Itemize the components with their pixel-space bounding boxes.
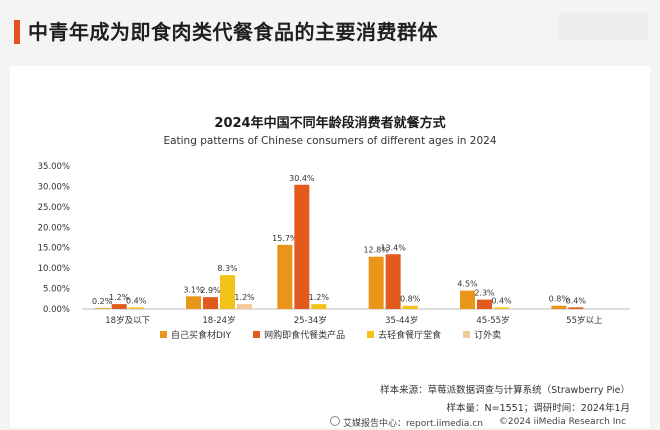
page-title: 中青年成为即食肉类代餐食品的主要消费群体 <box>28 20 438 44</box>
legend-label: 自己买食材DIY <box>171 331 232 341</box>
y-tick-label: 30.00% <box>38 182 70 192</box>
bar <box>220 275 235 309</box>
chart-subtitle: Eating patterns of Chinese consumers of … <box>163 135 497 147</box>
bar <box>311 304 327 309</box>
footer: 艾媒报告中心：report.iimedia.cn ©2024 iiMedia R… <box>330 415 650 429</box>
x-tick-label: 25-34岁 <box>294 315 327 326</box>
y-tick-label: 5.00% <box>43 285 70 295</box>
legend-label: 网购即食代餐类产品 <box>264 331 346 341</box>
chart-card: 2024年中国不同年龄段消费者就餐方式 Eating patterns of C… <box>10 66 650 429</box>
data-label: 0.8% <box>400 295 421 304</box>
bar <box>402 305 418 309</box>
footer-copyright: ©2024 iiMedia Research Inc <box>498 417 627 427</box>
legend-item-diy: 自己买食材DIY <box>160 328 231 341</box>
x-tick-label: 35-44岁 <box>385 315 418 326</box>
chart-legend: 自己买食材DIY 网购即食代餐类产品 去轻食餐厅堂食 订外卖 <box>160 328 580 341</box>
data-label: 4.5% <box>457 280 478 289</box>
bar <box>186 296 201 309</box>
y-tick-label: 10.00% <box>38 264 70 274</box>
legend-item-restaurant: 去轻食餐厅堂食 <box>367 328 441 341</box>
bar <box>494 307 509 309</box>
bar <box>294 184 310 309</box>
x-tick-label: 18-24岁 <box>202 315 235 326</box>
legend-label: 去轻食餐厅堂食 <box>378 331 442 341</box>
x-tick-label: 18岁及以下 <box>105 315 150 326</box>
data-label: 1.2% <box>309 293 330 302</box>
data-label: 8.3% <box>217 264 238 273</box>
bar <box>477 299 492 309</box>
legend-swatch <box>463 331 471 338</box>
iimedia-icon <box>330 415 340 426</box>
legend-swatch <box>367 331 375 338</box>
legend-label: 订外卖 <box>474 331 502 341</box>
bar <box>277 244 293 309</box>
bar-chart: 0.00% 5.00% 10.00% 15.00% 20.00% 25.00% 30.00%… <box>38 162 630 326</box>
data-label: 0.8% <box>549 295 570 304</box>
data-label: 15.7% <box>272 234 298 243</box>
legend-swatch <box>160 331 167 338</box>
bar <box>368 256 384 309</box>
bar <box>551 305 567 309</box>
data-label: 0.2% <box>92 297 113 306</box>
legend-item-takeout: 订外卖 <box>463 328 501 341</box>
y-tick-label: 25.00% <box>38 203 70 213</box>
data-label: 0.4% <box>491 296 512 305</box>
y-tick-label: 15.00% <box>38 244 70 254</box>
bar <box>128 307 144 309</box>
bar <box>460 290 475 309</box>
bar <box>203 297 218 309</box>
bar <box>111 304 127 309</box>
footer-site-text: 艾媒报告中心：report.iimedia.cn <box>343 418 483 429</box>
header: 中青年成为即食肉类代餐食品的主要消费群体 <box>0 0 660 62</box>
y-tick-label: 35.00% <box>38 162 70 172</box>
x-tick-label: 45-55岁 <box>476 315 509 326</box>
bar <box>237 304 252 309</box>
legend-item-online: 网购即食代餐类产品 <box>253 328 345 341</box>
legend-swatch <box>253 331 261 338</box>
brand-logo <box>558 12 648 40</box>
data-label: 3.1% <box>183 285 204 294</box>
data-label: 2.3% <box>474 289 495 298</box>
bar <box>94 308 110 309</box>
x-tick-label: 55岁以上 <box>566 315 603 326</box>
source-sample: 样本来源：草莓派数据调查与计算系统（Strawberry Pie） <box>380 385 630 396</box>
data-label: 0.4% <box>566 296 587 305</box>
footer-site: 艾媒报告中心：report.iimedia.cn <box>330 415 483 429</box>
data-label: 1.2% <box>109 293 130 302</box>
data-label: 2.9% <box>200 286 221 295</box>
data-label: 0.4% <box>126 296 147 305</box>
chart-title: 2024年中国不同年龄段消费者就餐方式 <box>214 116 446 131</box>
data-label: 30.4% <box>289 174 315 183</box>
source-size: 样本量：N=1551；调研时间：2024年1月 <box>446 403 630 414</box>
title-accent-bar <box>14 20 20 44</box>
data-label: 13.4% <box>380 243 406 252</box>
bar <box>568 307 584 309</box>
data-label: 1.2% <box>234 293 255 302</box>
y-tick-label: 20.00% <box>38 223 70 233</box>
data-label: 12.8% <box>363 246 389 255</box>
y-tick-label: 0.00% <box>43 305 70 315</box>
bar <box>385 254 401 309</box>
